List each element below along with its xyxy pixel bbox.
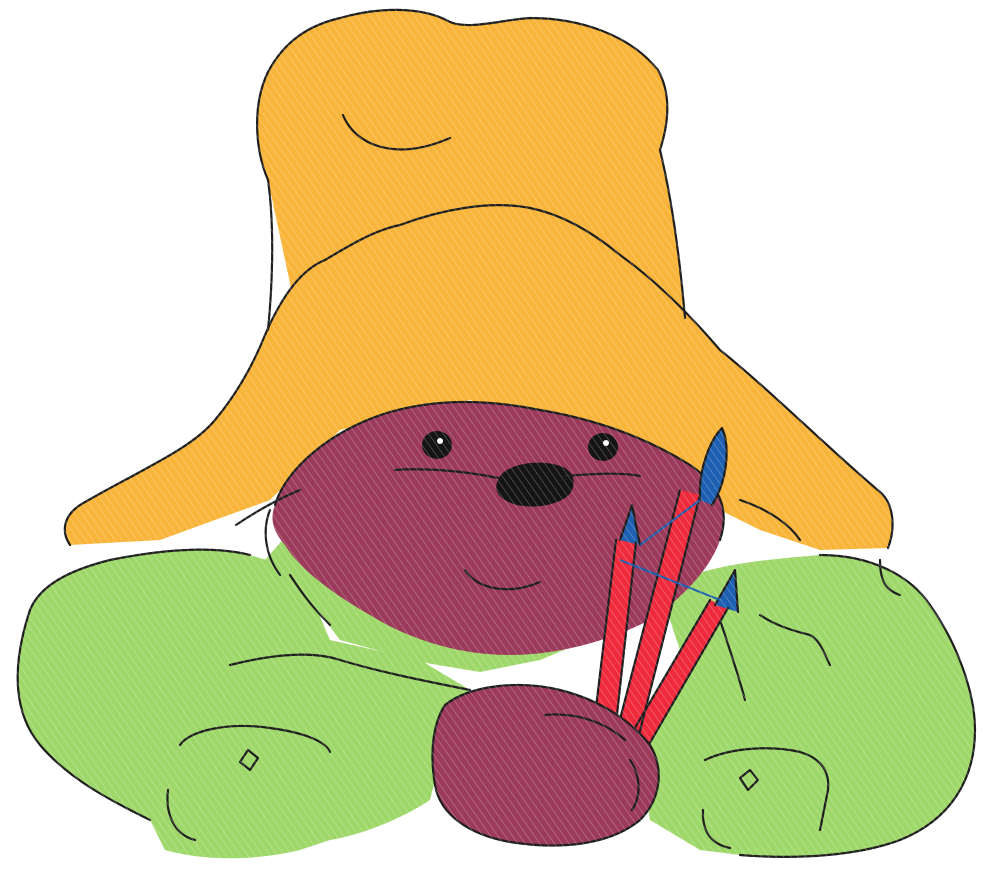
- crayon-texture: [0, 0, 995, 872]
- crayon-illustration: [0, 0, 995, 872]
